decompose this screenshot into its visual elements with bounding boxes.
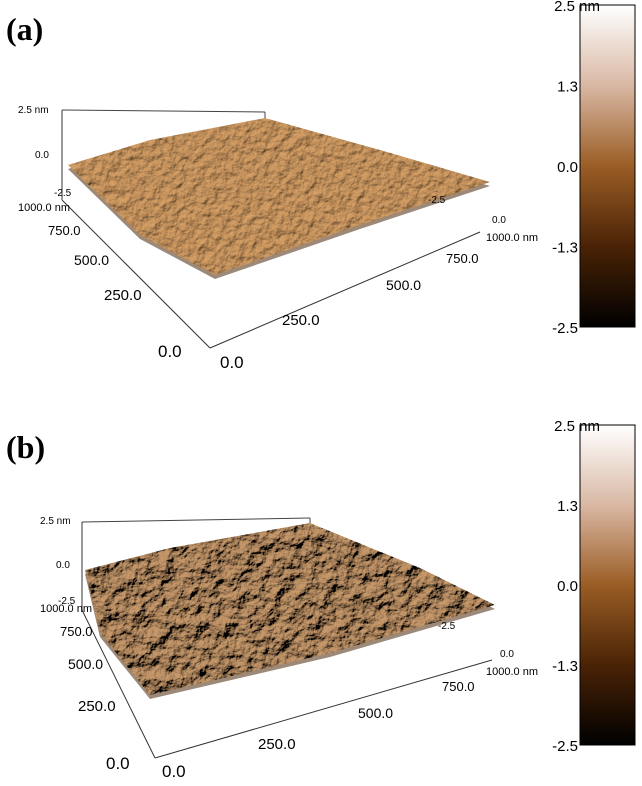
colorbar-label: 1.3 bbox=[557, 79, 578, 96]
axis-line bbox=[154, 659, 493, 759]
colorbar-label: -1.3 bbox=[552, 240, 578, 257]
back-edge bbox=[81, 517, 311, 523]
x-axis-label: 250.0 bbox=[282, 312, 320, 329]
z-axis-label: -2.5 bbox=[54, 188, 72, 199]
afm-surface bbox=[68, 118, 490, 275]
y-axis-label: 500.0 bbox=[68, 656, 103, 672]
back-label: -2.5 bbox=[428, 195, 446, 206]
x-axis-label: 750.0 bbox=[446, 251, 479, 266]
colorbar-label: 2.5 nm bbox=[554, 418, 600, 435]
y-axis-label: 750.0 bbox=[60, 624, 93, 639]
y-axis-label: 500.0 bbox=[74, 252, 109, 268]
x-axis-label: 1000.0 nm bbox=[486, 666, 538, 678]
colorbar-label: -1.3 bbox=[552, 658, 578, 675]
axis-line bbox=[61, 199, 211, 349]
z-axis-label: 2.5 nm bbox=[40, 516, 71, 527]
y-axis-label: 250.0 bbox=[104, 287, 142, 304]
colorbar-label: -2.5 bbox=[552, 320, 578, 337]
panel-label: (b) bbox=[6, 429, 45, 465]
y-axis-label: 1000.0 nm bbox=[18, 202, 70, 214]
colorbar bbox=[579, 424, 636, 746]
afm-panel: (a) 2.5 nm 0.0 -2.5 1000.0 nm 750.0 500.0 250.0… bbox=[6, 0, 636, 372]
x-axis-label: 0.0 bbox=[492, 215, 506, 226]
x-axis-label: 750.0 bbox=[442, 679, 475, 694]
back-label: -2.5 bbox=[438, 621, 456, 632]
y-axis-label: 250.0 bbox=[78, 698, 116, 715]
colorbar-label: 0.0 bbox=[557, 159, 578, 176]
x-axis-label: 0.0 bbox=[162, 762, 186, 781]
x-axis-label: 500.0 bbox=[358, 705, 393, 721]
colorbar-label: 1.3 bbox=[557, 498, 578, 515]
x-axis-label: 1000.0 nm bbox=[486, 232, 538, 244]
z-axis-label: -2.5 bbox=[58, 596, 76, 607]
y-axis-label: 0.0 bbox=[158, 342, 182, 361]
y-axis-label: 750.0 bbox=[48, 223, 81, 238]
colorbar-label: -2.5 bbox=[552, 738, 578, 755]
colorbar-label: 2.5 nm bbox=[554, 0, 600, 15]
x-axis-label: 250.0 bbox=[258, 736, 296, 753]
back-edge bbox=[61, 109, 266, 113]
x-axis-label: 500.0 bbox=[386, 277, 421, 293]
afm-surface bbox=[85, 523, 495, 695]
axis-line bbox=[81, 609, 156, 759]
z-axis-label: 0.0 bbox=[35, 150, 49, 161]
panel-label: (a) bbox=[6, 11, 43, 47]
y-axis-label: 1000.0 nm bbox=[40, 603, 92, 615]
colorbar bbox=[579, 4, 636, 328]
y-axis-label: 0.0 bbox=[106, 754, 130, 773]
z-axis-label: 2.5 nm bbox=[18, 105, 49, 116]
z-axis-label: 0.0 bbox=[56, 560, 70, 571]
x-axis-label: 0.0 bbox=[220, 353, 244, 372]
colorbar-label: 0.0 bbox=[557, 578, 578, 595]
axis-line bbox=[209, 231, 481, 349]
x-axis-label: 0.0 bbox=[500, 649, 514, 660]
